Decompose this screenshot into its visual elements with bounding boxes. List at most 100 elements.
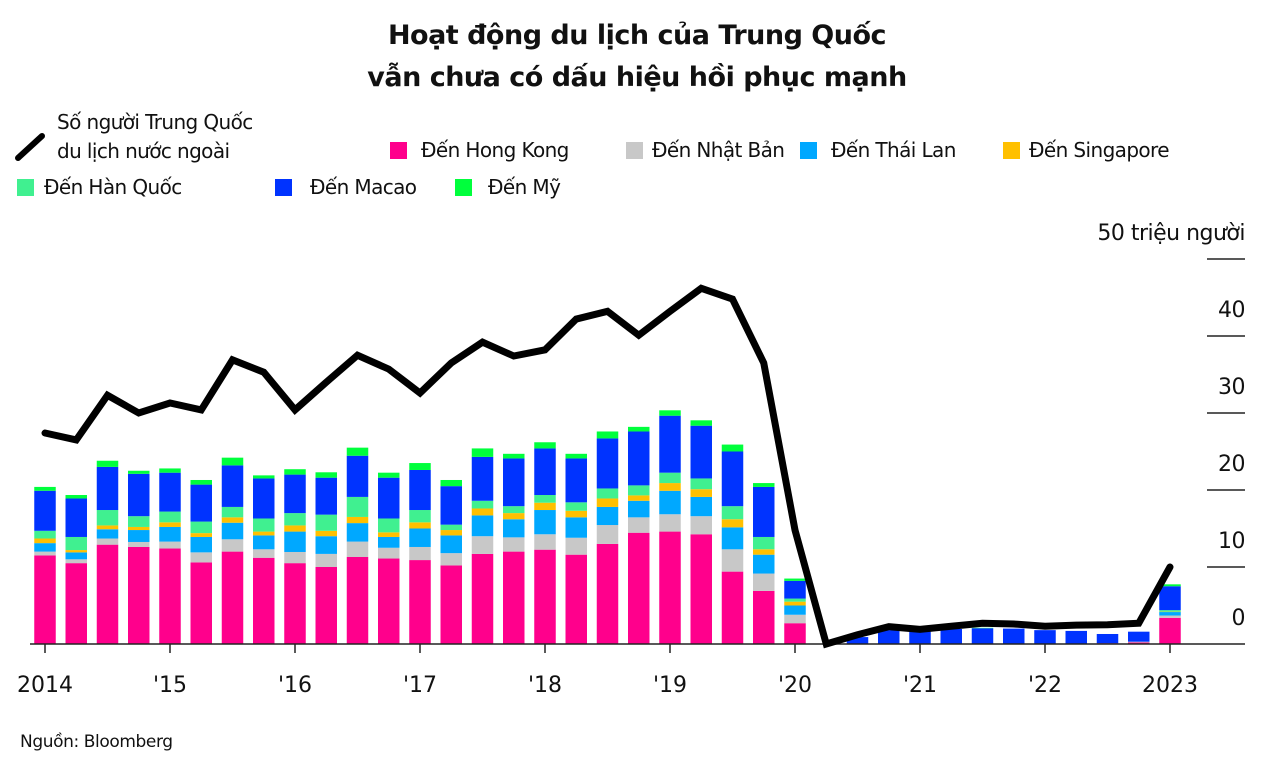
bar-segment-2 <box>596 506 619 526</box>
bar-segment-2 <box>34 543 56 552</box>
bar-segment-1 <box>1159 615 1181 618</box>
x-tick-label: '17 <box>403 673 437 698</box>
legend-swatch <box>275 178 292 196</box>
bar-segment-4 <box>440 524 462 531</box>
bar-segment-0 <box>534 549 556 644</box>
bar-segment-5 <box>346 455 369 497</box>
bar-segment-1 <box>753 573 775 591</box>
bar-segment-5 <box>596 438 619 489</box>
bar-segment-3 <box>159 522 181 527</box>
chart-title-line-1: Hoạt động du lịch của Trung Quốc <box>387 20 887 51</box>
legend-item-macao: Đến Macao <box>275 175 417 199</box>
bar-segment-4 <box>503 506 525 514</box>
bar-segment-1 <box>690 516 712 535</box>
bar-segment-2 <box>409 528 431 547</box>
y-tick-label: 20 <box>1218 452 1245 477</box>
bar-segment-5 <box>971 628 994 644</box>
bar-segment-3 <box>315 530 337 537</box>
bar-segment-3 <box>659 483 681 491</box>
bar-segment-3 <box>440 530 462 536</box>
bar-segment-1 <box>159 541 181 549</box>
legend-label: Đến Hàn Quốc <box>44 175 182 199</box>
bar-segment-6 <box>440 479 462 487</box>
legend-swatch <box>626 141 643 159</box>
bar-segment-1 <box>1128 641 1150 643</box>
bar-segment-5 <box>34 490 56 531</box>
bar-segment-3 <box>690 489 712 497</box>
bar-segment-2 <box>440 535 462 554</box>
bar-segment-2 <box>221 522 244 540</box>
bar-segment-3 <box>596 498 619 507</box>
bar-segment-0 <box>34 555 56 644</box>
bar-segment-1 <box>471 536 494 554</box>
bar-segment-2 <box>96 529 119 539</box>
bar-segment-4 <box>721 506 744 520</box>
bar-segment-4 <box>190 521 212 534</box>
bar-segment-0 <box>96 544 119 644</box>
bar-segment-5 <box>878 630 900 644</box>
legend-label: Đến Macao <box>310 175 417 199</box>
bar-segment-1 <box>221 539 244 552</box>
bar-segment-6 <box>690 420 712 426</box>
bar-segment-0 <box>753 590 775 644</box>
bar-segment-3 <box>628 495 650 501</box>
bar-segment-4 <box>346 496 369 517</box>
legend-label: Đến Singapore <box>1029 138 1170 162</box>
bar-segment-6 <box>471 448 494 457</box>
bar-segment-6 <box>96 460 119 467</box>
bar-segment-5 <box>565 458 587 503</box>
bar-segment-4 <box>378 518 400 533</box>
bar-segment-4 <box>534 495 556 503</box>
bar-segment-0 <box>659 531 681 644</box>
bar-segment-4 <box>96 510 119 526</box>
bar-segment-5 <box>753 486 775 537</box>
x-tick-label: '20 <box>778 673 812 698</box>
bar-segment-3 <box>253 531 275 536</box>
bar-segment-5 <box>1128 631 1150 642</box>
bar-segment-2 <box>565 517 587 538</box>
bar-segment-2 <box>721 527 744 550</box>
bar-segment-1 <box>128 541 150 547</box>
bar-segment-5 <box>221 465 244 507</box>
bar-segment-4 <box>659 472 681 484</box>
bar-segment-0 <box>315 567 337 644</box>
bar-segment-3 <box>784 601 806 606</box>
bar-segment-5 <box>1065 630 1087 644</box>
bar-segment-1 <box>628 517 650 533</box>
bar-segment-4 <box>128 516 150 527</box>
bar-segment-4 <box>159 511 181 523</box>
y-tick-label: 0 <box>1232 606 1246 631</box>
bar-segment-3 <box>471 508 494 516</box>
bar-segment-0 <box>440 565 462 644</box>
bar-segment-4 <box>409 510 431 523</box>
x-tick-label: 2014 <box>17 673 73 698</box>
bar-segment-2 <box>284 531 306 552</box>
bar-segment-3 <box>378 532 400 537</box>
bar-segment-6 <box>753 483 775 487</box>
bar-segment-6 <box>159 468 181 473</box>
y-tick-label: 10 <box>1218 529 1245 554</box>
bar-segment-6 <box>409 463 431 470</box>
bar-segment-3 <box>346 516 369 524</box>
bar-segment-1 <box>784 614 806 624</box>
bar-segment-2 <box>784 605 806 615</box>
bar-segment-5 <box>628 431 650 486</box>
bar-segment-4 <box>784 598 806 602</box>
bar-segment-6 <box>128 470 150 474</box>
bar-segment-0 <box>565 554 587 644</box>
bar-segment-1 <box>534 534 556 550</box>
bar-segment-5 <box>503 458 525 507</box>
x-tick-label: '22 <box>1028 673 1062 698</box>
bar-segment-5 <box>940 628 962 644</box>
bar-segment-6 <box>190 479 212 485</box>
bar-segment-2 <box>253 535 275 550</box>
bar-segment-1 <box>284 551 306 564</box>
bar-segment-4 <box>284 513 306 526</box>
bar-segment-5 <box>471 456 494 501</box>
bar-segment-6 <box>315 472 337 478</box>
bar-segment-3 <box>34 538 56 544</box>
bar-segment-2 <box>628 500 650 518</box>
y-tick-label: 50 triệu người <box>1097 221 1245 246</box>
bar-segment-2 <box>159 526 181 542</box>
